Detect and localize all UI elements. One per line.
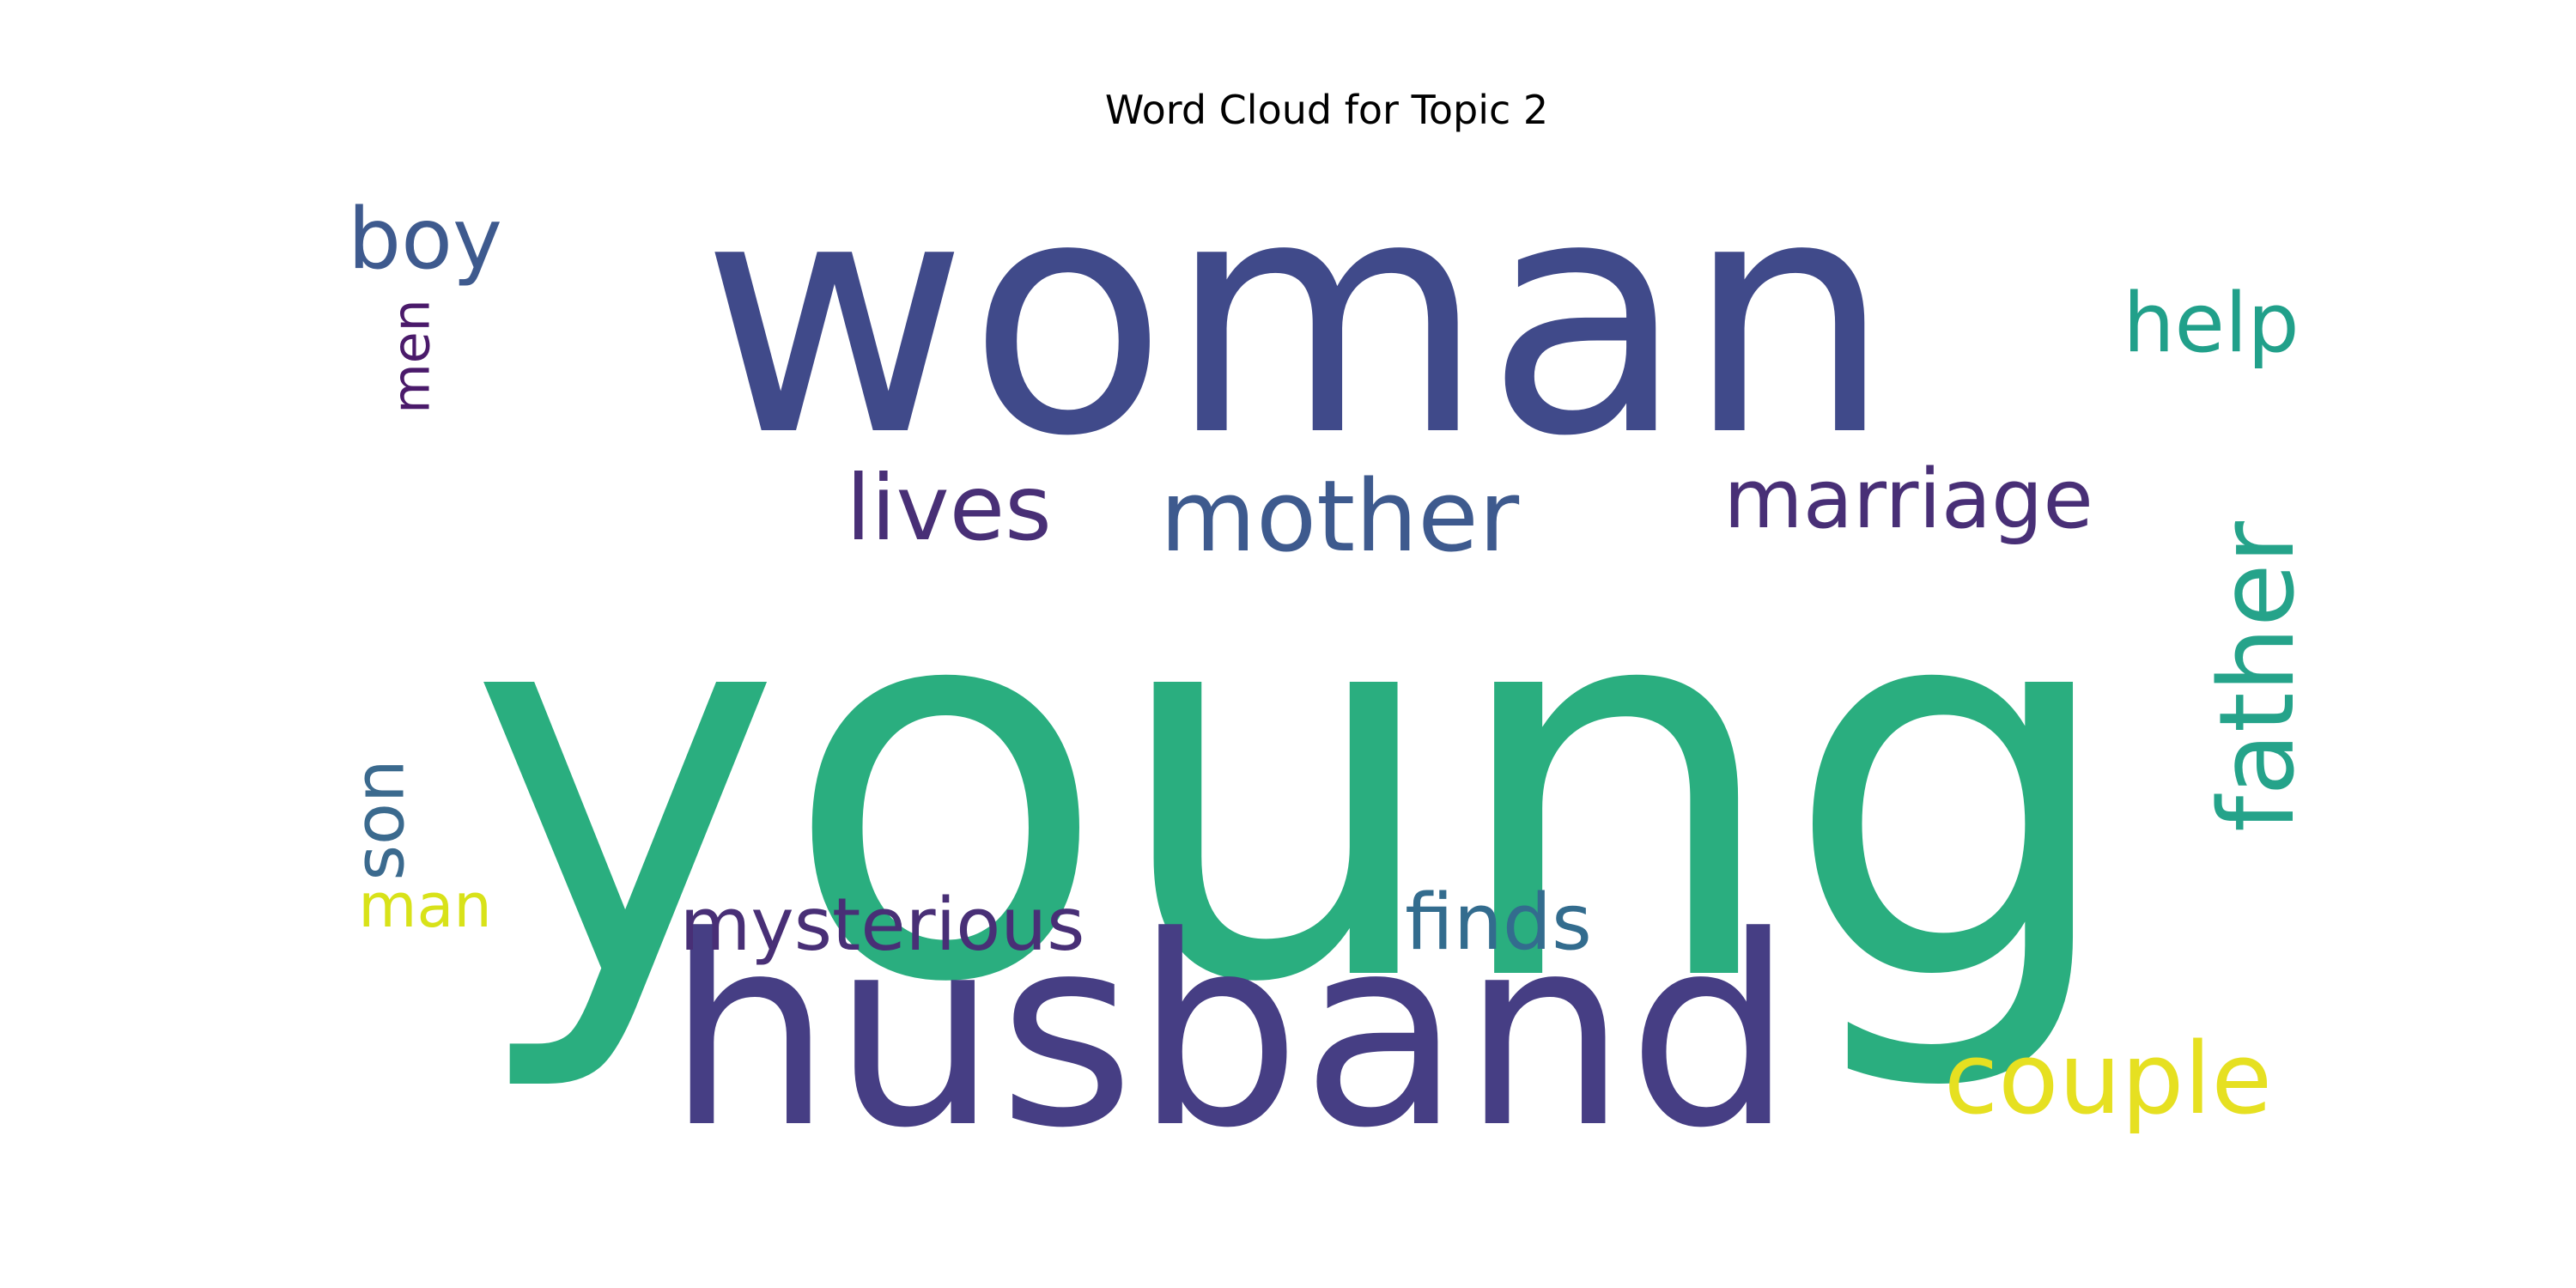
word-son: son [339,759,420,881]
word-mysterious: mysterious [679,883,1085,968]
word-help: help [2123,276,2300,371]
word-men: men [381,299,442,414]
word-woman: woman [701,127,1893,507]
chart-title: Word Cloud for Topic 2 [1104,87,1549,133]
word-father: father [2198,520,2318,832]
word-boy: boy [348,191,502,289]
word-lives: lives [846,456,1052,561]
word-husband: husband [666,880,1794,1185]
word-marriage: marriage [1723,453,2093,547]
word-young: young [467,480,2122,1099]
word-man: man [358,871,492,941]
word-mother: mother [1159,459,1520,574]
word-finds: finds [1405,878,1592,968]
word-couple: couple [1943,1022,2273,1137]
